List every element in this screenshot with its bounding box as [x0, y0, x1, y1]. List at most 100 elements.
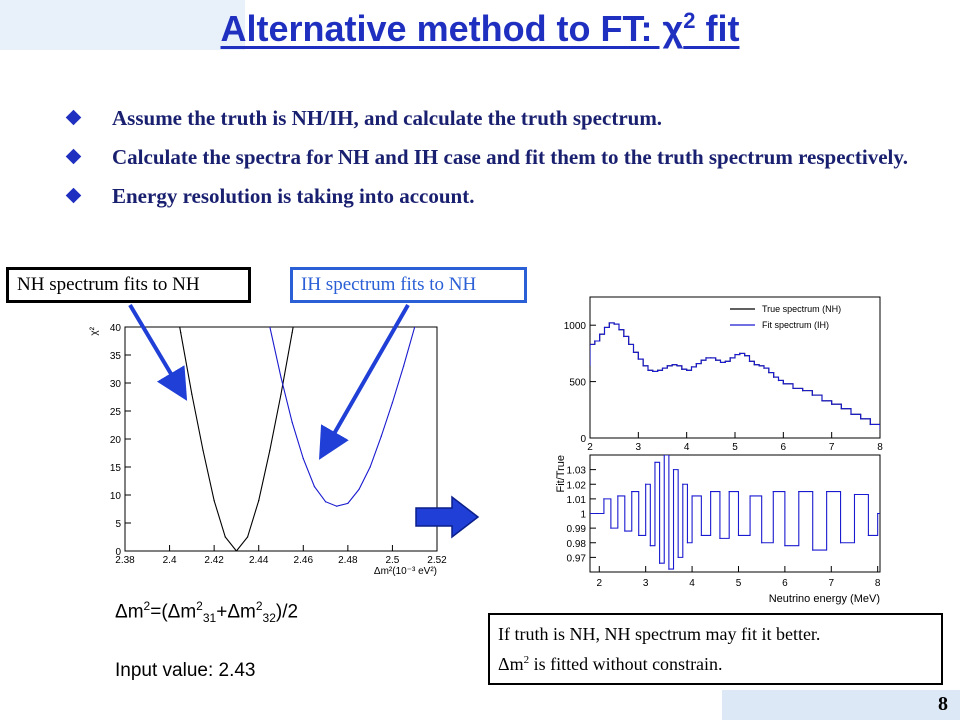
data-point: [777, 379, 780, 382]
data-point: [280, 376, 282, 378]
data-point: [580, 415, 581, 416]
formula-sup: 2: [255, 599, 263, 613]
note-line-2: Δm2 is fitted without constrain.: [498, 647, 933, 677]
nh-pointer-arrow: [128, 303, 188, 401]
data-point: [869, 423, 871, 426]
legend-entry: Fit spectrum (IH): [762, 320, 829, 330]
data-point: [246, 536, 249, 538]
bullet-text: Assume the truth is NH/IH, and calculate…: [112, 106, 663, 130]
data-point: [659, 562, 661, 564]
data-point: [652, 370, 654, 373]
y-tick-label: 0.99: [567, 524, 587, 535]
x-tick-label: 8: [877, 442, 883, 450]
data-point: [603, 498, 605, 500]
title-sup: 2: [683, 8, 696, 33]
data-point: [645, 483, 647, 485]
y-tick-label: 40: [110, 323, 122, 334]
data-point: [826, 490, 828, 493]
data-point: [649, 545, 651, 547]
data-point: [724, 360, 726, 362]
x-tick-label: 4: [684, 442, 690, 450]
x-axis-label: Neutrino energy (MeV): [769, 593, 880, 605]
data-point: [638, 534, 640, 537]
data-point: [623, 335, 625, 338]
data-point: [744, 355, 746, 357]
series-group: [580, 322, 880, 430]
x-tick-label: 2.42: [204, 555, 224, 566]
data-point: [347, 502, 349, 504]
data-point: [324, 501, 327, 503]
data-point: [739, 352, 741, 354]
ih-label-box: IH spectrum fits to NH: [290, 267, 527, 303]
data-point: [700, 359, 702, 361]
x-tick-label: 8: [875, 578, 881, 589]
x-tick-label: 2.52: [427, 555, 447, 566]
data-point: [291, 421, 293, 423]
data-point: [705, 357, 707, 359]
data-point: [632, 351, 635, 353]
x-tick-label: 2: [587, 442, 593, 450]
y-tick-label: 0: [115, 547, 121, 558]
x-tick-label: 6: [782, 578, 788, 589]
data-point: [676, 365, 678, 367]
formula-part: +Δm: [216, 601, 256, 623]
data-point: [879, 428, 880, 430]
legend-entry: True spectrum (NH): [762, 304, 841, 314]
bullet-text: Energy resolution is taking into account…: [112, 184, 475, 208]
title-rest: fit: [695, 8, 740, 49]
x-tick-label: 3: [643, 578, 649, 589]
y-tick-label: 1.01: [567, 495, 587, 506]
data-point: [821, 400, 823, 402]
data-point: [654, 461, 656, 463]
y-axis-label: χ²: [89, 326, 100, 335]
bullet-text: Calculate the spectra for NH and IH case…: [112, 145, 908, 169]
data-point: [682, 483, 684, 485]
x-tick-label: 7: [829, 442, 835, 450]
data-point: [608, 322, 610, 324]
note-part: is fitted without constrain.: [529, 654, 723, 674]
plot-frame: [589, 454, 881, 573]
y-tick-label: 0.97: [567, 553, 587, 564]
y-tick-label: 500: [569, 378, 586, 389]
data-point: [657, 369, 659, 371]
data-point: [637, 358, 639, 360]
data-point: [631, 490, 633, 493]
data-point: [686, 369, 688, 371]
y-tick-label: 10: [110, 491, 122, 502]
series-line-0: [590, 455, 880, 570]
data-point: [677, 556, 679, 558]
data-point: [358, 488, 360, 490]
data-point: [728, 490, 730, 493]
data-point: [590, 512, 591, 515]
data-point: [280, 393, 282, 395]
data-point: [772, 490, 774, 493]
data-point: [691, 495, 693, 497]
data-point: [585, 365, 586, 366]
x-tick-label: 2.48: [338, 555, 358, 566]
data-point: [690, 366, 693, 368]
plot-frame: [589, 296, 881, 439]
x-tick-label: 5: [732, 442, 738, 450]
note-box: If truth is NH, NH spectrum may fit it b…: [488, 613, 943, 685]
data-point: [840, 408, 842, 410]
y-tick-label: 1: [580, 510, 586, 521]
data-point: [269, 449, 271, 451]
data-point: [850, 413, 852, 415]
bullet-item: Calculate the spectra for NH and IH case…: [62, 143, 922, 172]
data-point: [610, 527, 612, 529]
data-point: [302, 458, 304, 460]
data-point: [792, 387, 794, 389]
data-point: [784, 545, 786, 547]
page-band: [722, 690, 960, 720]
data-point: [758, 365, 760, 367]
bullet-item: Assume the truth is NH/IH, and calculate…: [62, 104, 922, 133]
formula-part: )/2: [275, 601, 299, 623]
data-point: [753, 364, 755, 366]
y-tick-label: 1000: [564, 321, 587, 332]
bullet-item: Energy resolution is taking into account…: [62, 182, 922, 211]
data-point: [719, 361, 722, 364]
data-point: [867, 534, 869, 537]
data-point: [710, 490, 712, 493]
x-tick-label: 2.44: [249, 555, 269, 566]
